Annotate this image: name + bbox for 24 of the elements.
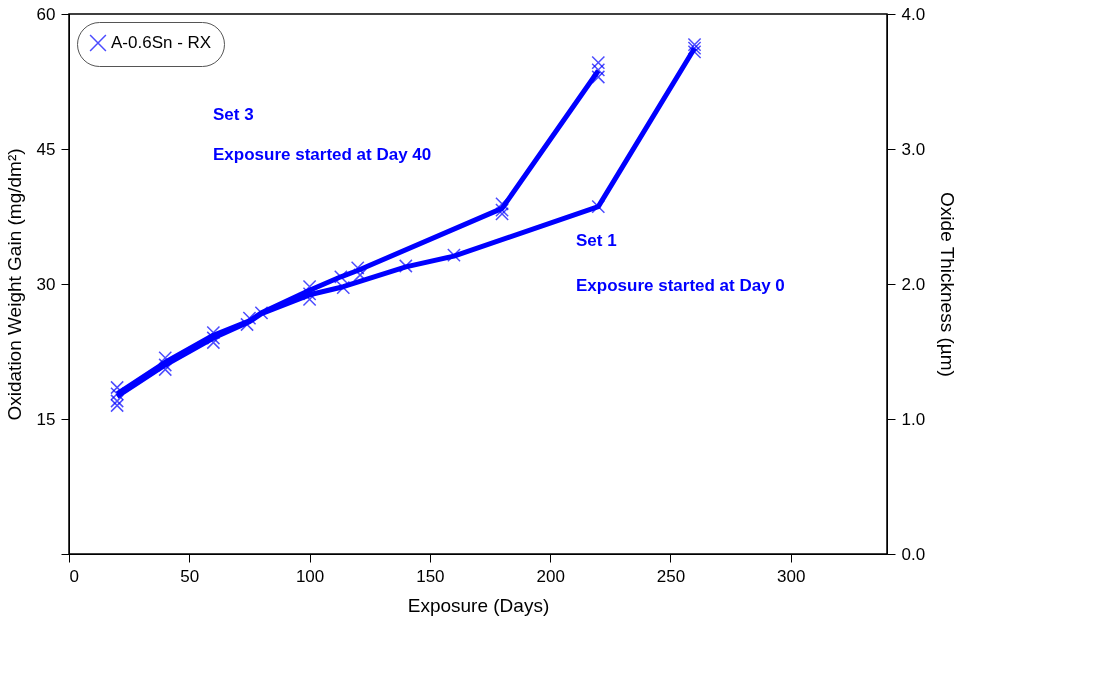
y2-tick-label: 3.0: [901, 139, 926, 159]
annotation: Set 3: [213, 105, 254, 124]
y-tick-label: 60: [36, 4, 56, 24]
y-tick-label: 30: [36, 274, 56, 294]
x-tick-label: 300: [777, 566, 806, 586]
annotation: Set 1: [576, 231, 617, 250]
x-axis-title: Exposure (Days): [407, 594, 550, 616]
y2-tick-label: 0.0: [901, 544, 926, 564]
y-axis-title: Oxidation Weight Gain (mg/dm²): [3, 148, 25, 421]
y-tick-label: 45: [36, 139, 56, 159]
x-tick-label: 250: [656, 566, 686, 586]
annotation: Exposure started at Day 0: [576, 276, 785, 295]
y2-tick-label: 1.0: [901, 409, 926, 429]
annotation: Exposure started at Day 40: [213, 145, 432, 164]
x-tick-label: 50: [180, 566, 200, 586]
x-tick-label: 200: [536, 566, 565, 586]
x-tick-label: 100: [295, 566, 325, 586]
y2-tick-label: 2.0: [901, 274, 926, 294]
y-tick-label: 15: [36, 409, 56, 429]
y2-axis-title: Oxide Thickness (µm): [937, 192, 959, 377]
x-tick-label: 150: [416, 566, 445, 586]
x-tick-label: 0: [69, 566, 79, 586]
legend-label: A-0.6Sn - RX: [111, 33, 212, 52]
y2-tick-label: 4.0: [901, 4, 926, 24]
